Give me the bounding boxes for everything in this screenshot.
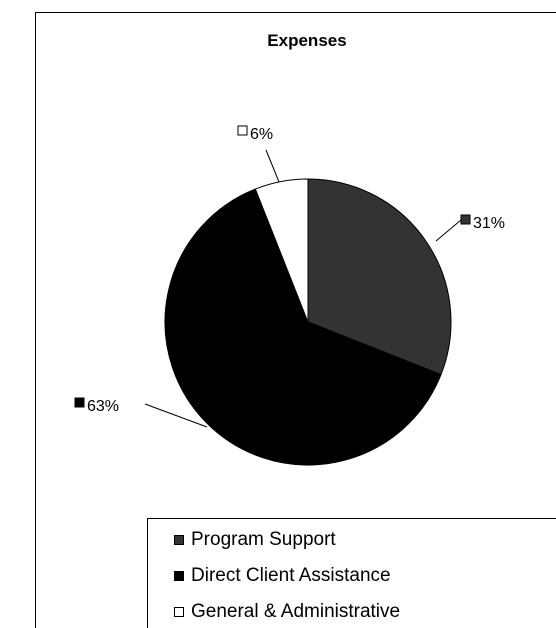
pie-slice-general-administrative: [254, 178, 309, 323]
leader-line-general-administrative: [265, 149, 280, 183]
legend-item-program-support: Program Support: [174, 529, 336, 551]
legend-swatch-program-support: [174, 535, 184, 545]
pie-slice-direct-client-assistance: [164, 188, 442, 466]
pie-slices: [164, 178, 452, 466]
legend-swatch-general-administrative: [174, 607, 184, 617]
data-label-swatch-general-administrative: [237, 125, 248, 136]
legend-item-direct-client-assistance: Direct Client Assistance: [174, 565, 391, 587]
data-label-swatch-program-support: [460, 214, 471, 225]
legend-item-general-administrative: General & Administrative: [174, 601, 400, 623]
leader-line-direct-client-assistance: [144, 403, 208, 428]
data-labels: 31% 63% 6%: [74, 125, 505, 428]
data-label-direct-client-assistance: 63%: [87, 398, 119, 415]
chart-title: Expenses: [267, 31, 346, 50]
data-label-swatch-direct-client-assistance: [74, 397, 85, 408]
data-label-general-administrative: 6%: [250, 126, 273, 143]
pie-slice-program-support: [307, 178, 452, 376]
legend-label: Direct Client Assistance: [191, 565, 391, 586]
legend: Program Support Direct Client Assistance…: [147, 518, 556, 628]
legend-label: General & Administrative: [191, 601, 401, 622]
data-label-program-support: 31%: [473, 215, 505, 232]
legend-label: Program Support: [191, 529, 336, 550]
legend-swatch-direct-client-assistance: [174, 571, 184, 581]
leader-line-program-support: [435, 219, 462, 242]
